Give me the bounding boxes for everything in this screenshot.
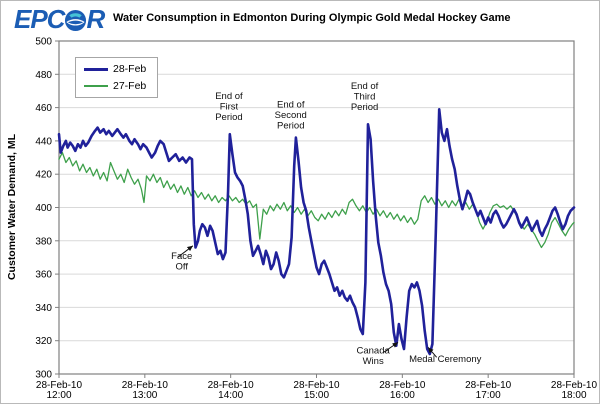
legend: 28-Feb 27-Feb: [75, 57, 159, 98]
y-tick-label-340: 340: [35, 303, 52, 314]
y-tick-label-480: 480: [35, 70, 52, 81]
y-tick-label-460: 460: [35, 103, 52, 114]
x-tick-time-16:00: 16:00: [390, 390, 415, 401]
x-tick-date-12:00: 28-Feb-10: [36, 380, 83, 391]
annotation-arrow-medal-ceremony: [427, 347, 438, 358]
annotation-arrow-canada-wins: [383, 341, 399, 353]
legend-item-28-feb: 28-Feb: [84, 64, 146, 74]
x-tick-time-18:00: 18:00: [561, 390, 586, 401]
x-tick-date-16:00: 28-Feb-10: [379, 380, 426, 391]
annotation-canada-wins: Canada Wins: [357, 346, 391, 368]
legend-swatch-28-feb: [84, 67, 108, 71]
logo-globe-swoosh: [68, 20, 84, 24]
annotation-arrow-face-off: [177, 245, 194, 258]
legend-swatch-27-feb: [84, 85, 108, 87]
x-tick-time-14:00: 14:00: [218, 390, 243, 401]
logo-text-r: R: [86, 4, 105, 34]
x-tick-date-14:00: 28-Feb-10: [208, 380, 255, 391]
y-tick-label-440: 440: [35, 136, 52, 147]
legend-label-28-feb: 28-Feb: [113, 63, 147, 75]
legend-item-27-feb: 27-Feb: [84, 81, 146, 91]
series-28-feb-line: [57, 108, 576, 356]
y-tick-label-360: 360: [35, 270, 52, 281]
y-tick-label-420: 420: [35, 170, 52, 181]
annotation-end-of-first-period: End of First Period: [215, 91, 243, 123]
series-27-feb-line: [58, 151, 575, 249]
annotation-end-of-third-period: End of Third Period: [351, 81, 379, 113]
x-tick-date-18:00: 28-Feb-10: [551, 380, 598, 391]
chart-title: Water Consumption in Edmonton During Oly…: [113, 12, 511, 24]
x-tick-date-17:00: 28-Feb-10: [465, 380, 512, 391]
y-tick-label-300: 300: [35, 370, 52, 381]
y-tick-label-500: 500: [35, 37, 52, 48]
logo-text-epc: EPC: [14, 4, 65, 34]
annotation-end-of-second-period: End of Second Period: [275, 99, 307, 131]
globe-icon: [65, 9, 87, 31]
epcor-logo: EPC R: [14, 4, 105, 34]
y-tick-label-380: 380: [35, 236, 52, 247]
legend-label-27-feb: 27-Feb: [113, 80, 147, 92]
y-tick-label-320: 320: [35, 336, 52, 347]
annotation-medal-ceremony: Medal Ceremony: [409, 354, 482, 365]
x-tick-date-15:00: 28-Feb-10: [293, 380, 340, 391]
x-tick-date-13:00: 28-Feb-10: [122, 380, 169, 391]
logo-globe-accent: [69, 12, 83, 18]
x-tick-time-15:00: 15:00: [304, 390, 329, 401]
x-tick-time-13:00: 13:00: [132, 390, 157, 401]
x-tick-time-12:00: 12:00: [46, 390, 71, 401]
annotation-face-off: Face Off: [171, 251, 192, 273]
x-tick-time-17:00: 17:00: [476, 390, 501, 401]
y-tick-label-400: 400: [35, 203, 52, 214]
